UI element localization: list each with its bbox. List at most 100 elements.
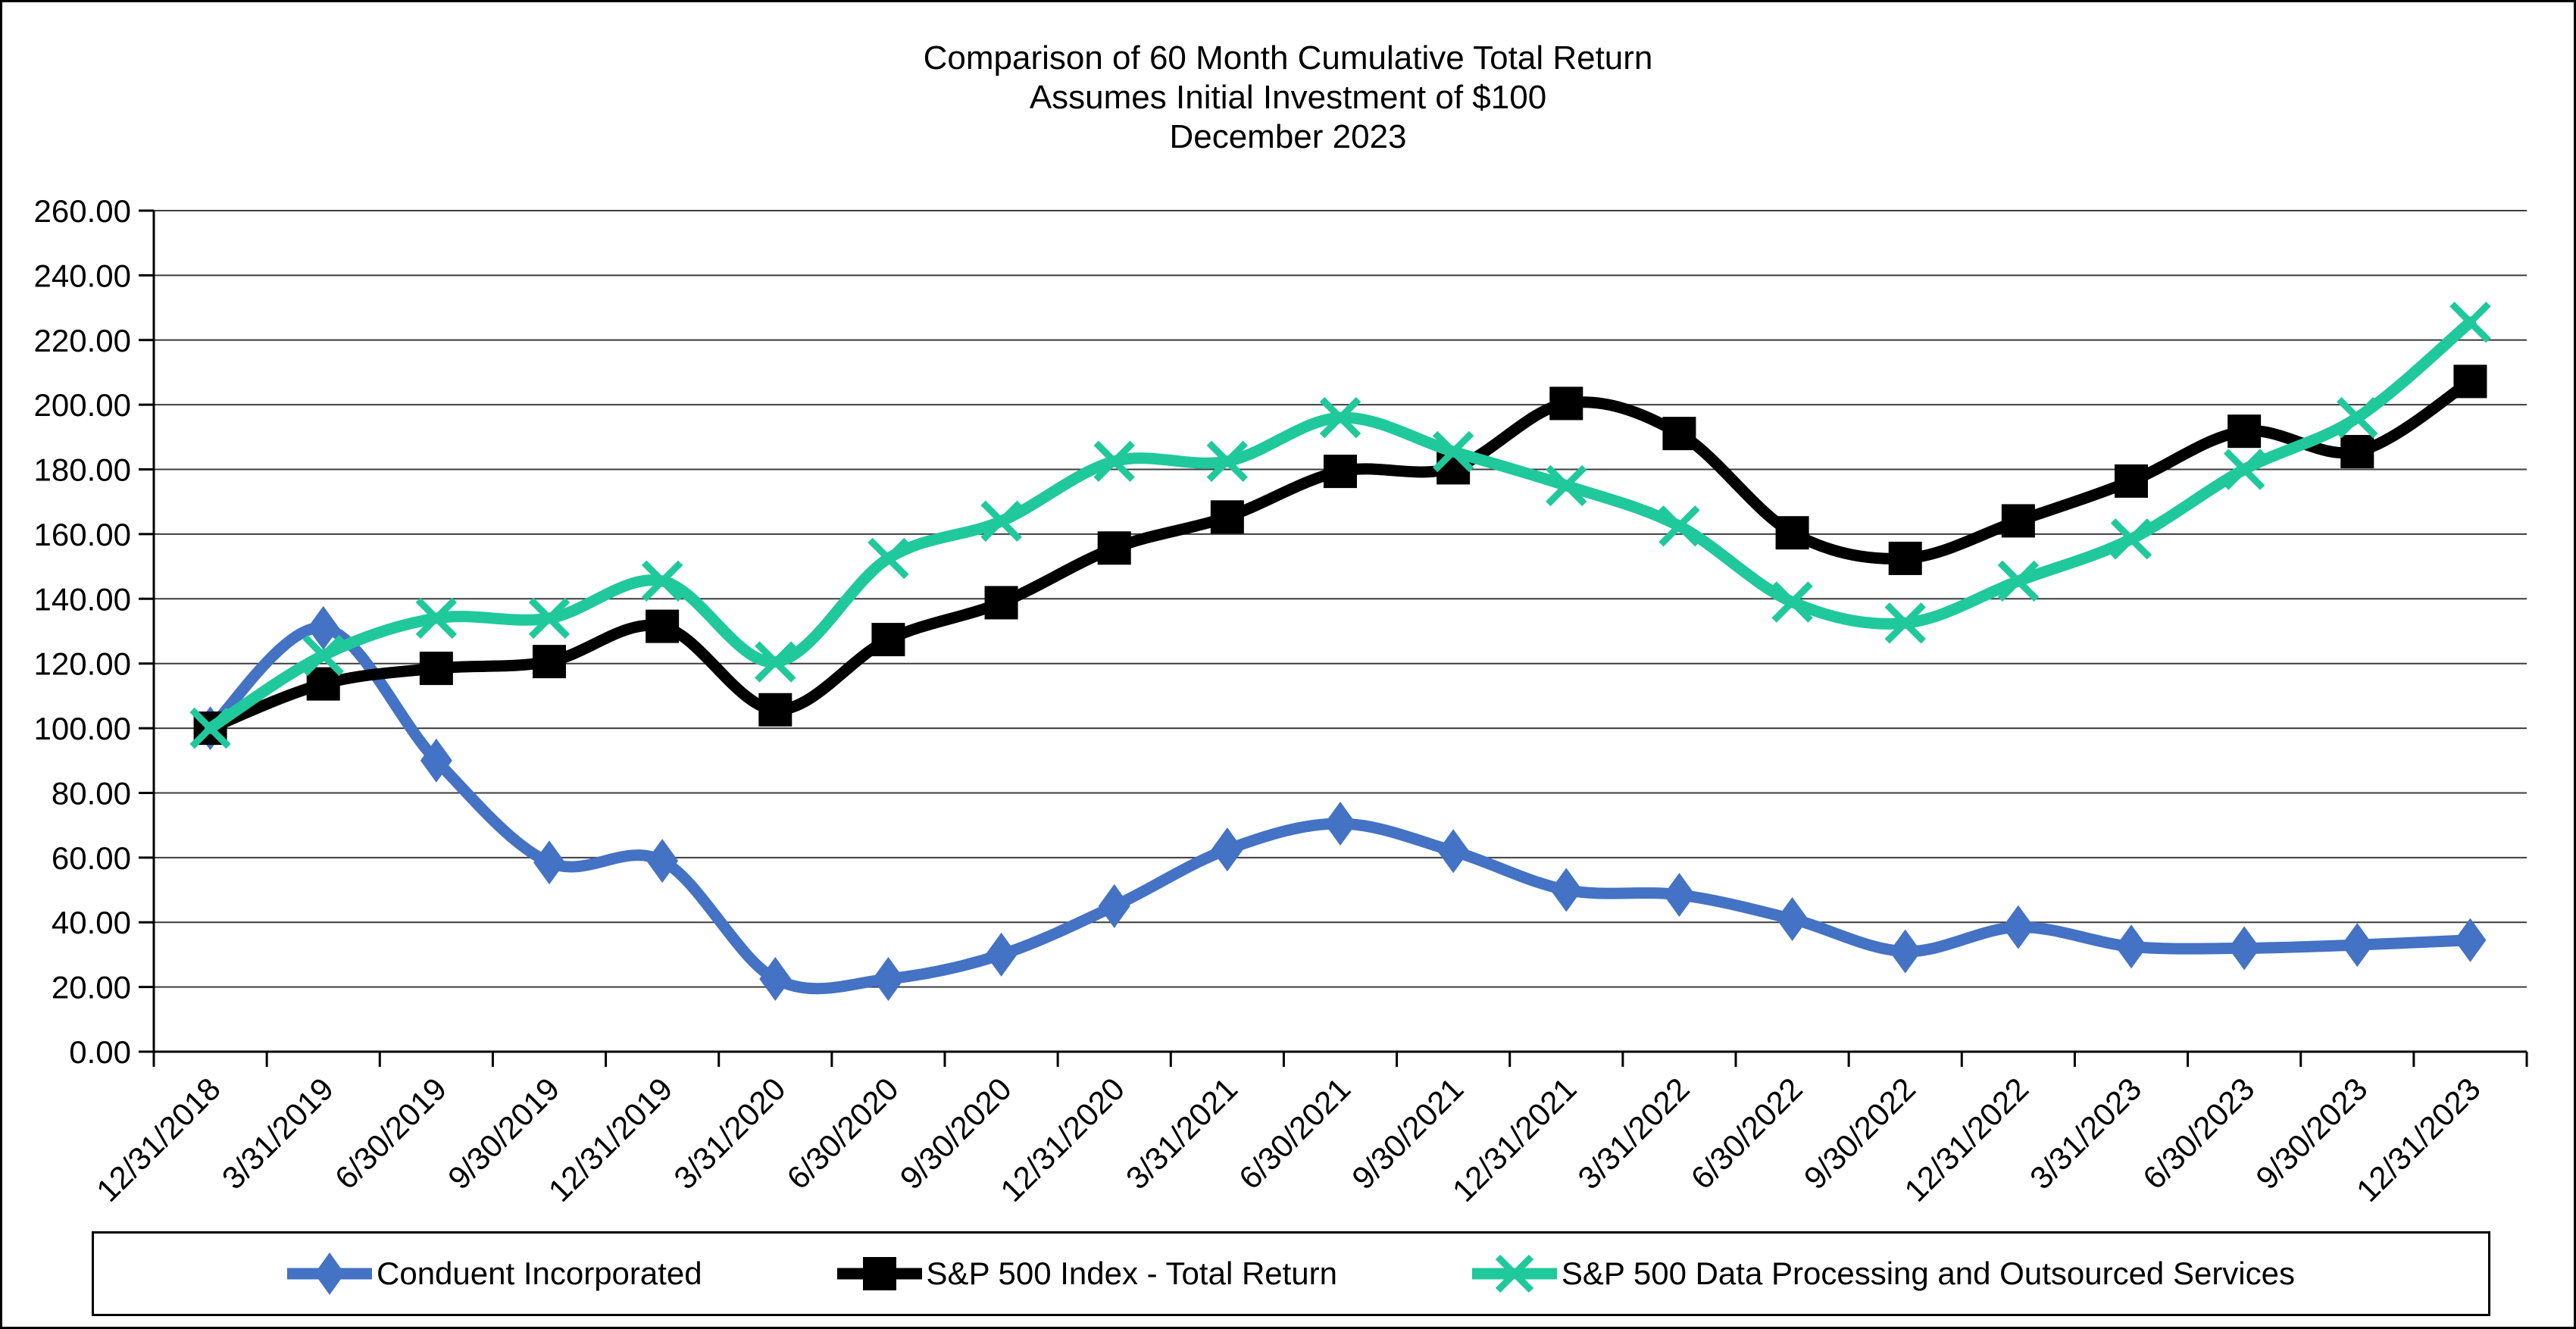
data-point-marker [2002, 905, 2034, 949]
x-axis-tick-label: 3/31/2020 [667, 1071, 792, 1196]
data-point-marker [415, 597, 458, 639]
y-axis-tick-label: 180.00 [34, 452, 131, 488]
data-point-marker [2228, 926, 2261, 971]
data-point-marker [641, 560, 683, 602]
y-axis-tick-label: 80.00 [52, 775, 131, 811]
data-point-marker [302, 634, 344, 677]
x-axis-tick-label: 3/31/2021 [1119, 1071, 1244, 1196]
legend-label-conduent: Conduent Incorporated [377, 1256, 702, 1291]
x-axis-tick-label: 6/30/2023 [2136, 1071, 2261, 1196]
legend-item-sp500: S&P 500 Index - Total Return [836, 1251, 1337, 1296]
x-axis-tick-label: 3/31/2023 [2023, 1071, 2148, 1196]
data-point-marker [1997, 560, 2040, 602]
data-point-marker [646, 609, 680, 643]
data-point-marker [1097, 531, 1131, 565]
data-point-marker [1093, 440, 1135, 483]
data-point-marker [2223, 449, 2265, 490]
data-point-marker [1775, 516, 1809, 550]
data-point-marker [1211, 827, 1243, 872]
x-axis-tick-label: 12/31/2018 [89, 1071, 227, 1209]
data-point-marker [758, 693, 792, 727]
chart-title: Comparison of 60 Month Cumulative Total … [2, 39, 2574, 157]
data-point-marker [2337, 397, 2378, 439]
x-axis-tick-label: 6/30/2019 [328, 1071, 453, 1196]
y-axis-tick-label: 140.00 [34, 581, 131, 617]
x-axis-tick-label: 12/31/2022 [1897, 1071, 2035, 1209]
y-axis-tick-label: 60.00 [52, 840, 131, 876]
data-point-marker [871, 623, 905, 657]
data-point-marker [872, 956, 905, 1001]
chart-title-line-3: December 2023 [1169, 118, 1407, 155]
data-point-marker [419, 652, 453, 686]
series-line-2 [205, 316, 2476, 734]
data-point-marker [759, 956, 792, 1001]
data-point-marker [1546, 464, 1587, 507]
legend-item-conduent: Conduent Incorporated [287, 1251, 702, 1296]
x-axis-tick-label: 3/31/2022 [1571, 1071, 1696, 1196]
chart-title-line-2: Assumes Initial Investment of $100 [1029, 79, 1547, 116]
data-point-marker [1776, 896, 1809, 941]
conduent-legend-marker-icon [287, 1252, 372, 1295]
data-point-marker [420, 738, 452, 783]
legend-label-dpos: S&P 500 Data Processing and Outsourced S… [1561, 1256, 2295, 1291]
y-axis-tick-label: 160.00 [34, 517, 131, 552]
data-point-marker [189, 707, 231, 749]
data-point-marker [2115, 464, 2148, 498]
y-axis-tick-label: 220.00 [34, 323, 131, 358]
chart-title-line-1: Comparison of 60 Month Cumulative Total … [923, 39, 1653, 77]
x-axis-tick-label: 6/30/2022 [1684, 1071, 1809, 1196]
dpos-legend-marker-icon [1471, 1254, 1557, 1293]
data-point-marker [2449, 302, 2491, 343]
legend-item-dpos: S&P 500 Data Processing and Outsourced S… [1471, 1251, 2295, 1296]
data-point-marker [984, 586, 1018, 620]
x-axis-tick-label: 6/30/2021 [1232, 1071, 1357, 1196]
data-point-marker [1098, 883, 1130, 928]
y-axis-tick-label: 100.00 [34, 711, 131, 746]
data-point-marker [985, 932, 1018, 977]
data-point-marker [2001, 504, 2035, 538]
sp500-legend-marker-icon [836, 1257, 922, 1290]
data-point-marker [1663, 872, 1696, 917]
data-point-marker [1319, 397, 1361, 439]
data-point-marker [1437, 829, 1470, 874]
data-point-marker [306, 667, 340, 701]
data-point-marker [755, 641, 796, 683]
legend-label-sp500: S&P 500 Index - Total Return [926, 1256, 1337, 1291]
data-point-marker [307, 605, 339, 650]
y-axis-tick-label: 20.00 [52, 970, 131, 1005]
x-axis-tick-label: 6/30/2020 [780, 1071, 905, 1196]
data-point-marker [1210, 500, 1244, 534]
data-point-marker [1662, 417, 1696, 451]
data-point-marker [1888, 541, 1922, 575]
data-point-marker [1889, 929, 1921, 974]
data-point-marker [1549, 386, 1583, 421]
y-axis-tick-label: 40.00 [52, 905, 131, 940]
data-point-marker [2115, 924, 2147, 969]
x-axis-tick-label: 3/31/2019 [215, 1071, 340, 1196]
chart-legend: Conduent Incorporated S&P 500 Index - To… [92, 1231, 2490, 1316]
x-axis-tick-label: 12/31/2019 [542, 1071, 680, 1209]
data-point-marker [646, 839, 679, 883]
y-axis-tick-label: 120.00 [34, 646, 131, 682]
data-point-marker [1206, 440, 1249, 483]
data-point-marker [1324, 455, 1357, 489]
data-point-marker [2454, 918, 2487, 962]
data-point-marker [1771, 581, 1813, 623]
data-point-marker [1324, 802, 1356, 846]
x-axis-tick-label: 12/31/2023 [2349, 1071, 2487, 1209]
data-point-marker [2341, 923, 2374, 968]
y-axis-tick-label: 260.00 [34, 193, 131, 229]
y-axis-tick-label: 240.00 [34, 258, 131, 293]
data-point-marker [2110, 518, 2152, 560]
data-point-marker [2340, 435, 2374, 469]
y-axis-tick-label: 0.00 [69, 1034, 131, 1070]
data-point-marker [868, 537, 909, 580]
data-point-marker [1884, 602, 1926, 644]
data-point-marker [533, 840, 565, 885]
data-point-marker [2453, 364, 2487, 399]
data-point-marker [1550, 868, 1583, 912]
data-point-marker [528, 597, 571, 639]
y-axis-tick-label: 200.00 [34, 387, 131, 423]
